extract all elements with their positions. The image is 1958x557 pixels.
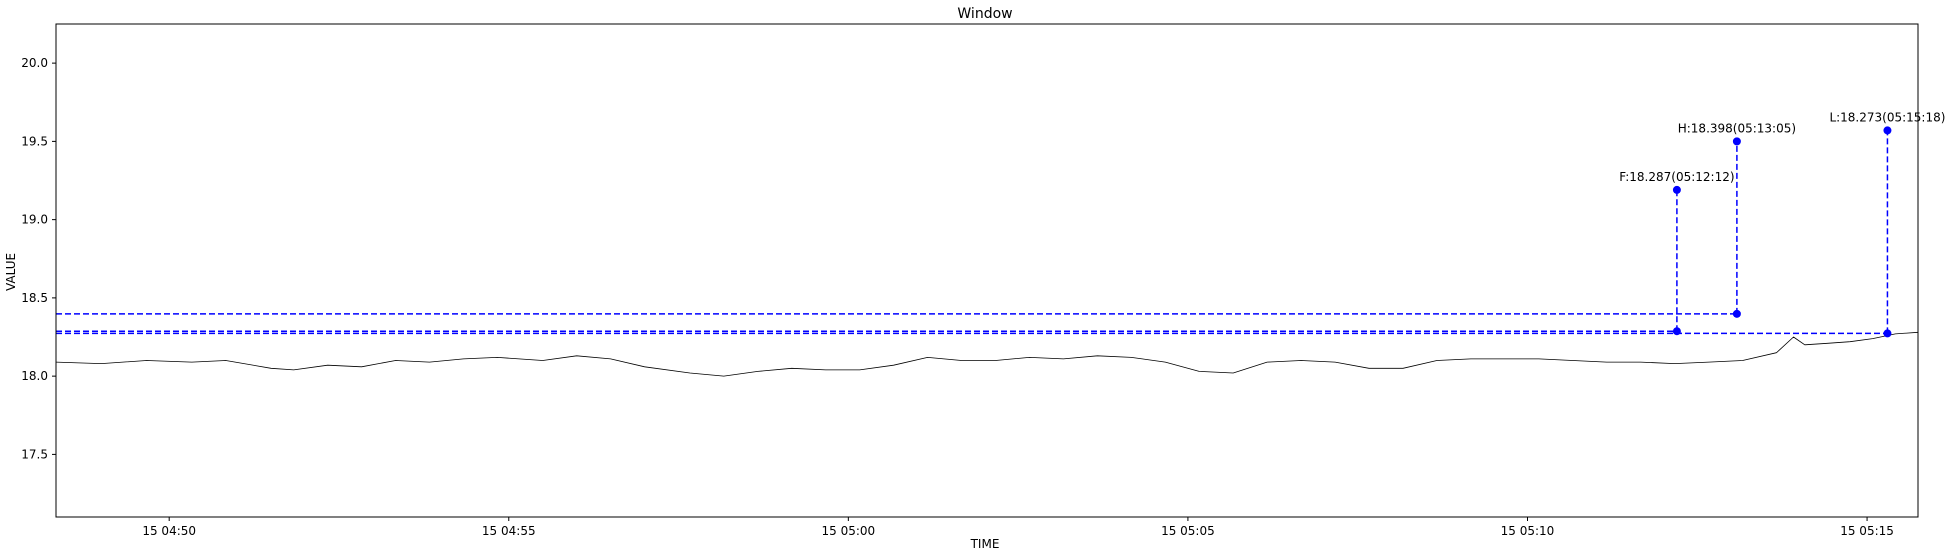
- marker-label: F:18.287(05:12:12): [1619, 170, 1734, 184]
- x-tick-label: 15 05:00: [822, 524, 876, 538]
- x-tick-label: 15 05:10: [1501, 524, 1555, 538]
- x-tick-label: 15 04:55: [482, 524, 536, 538]
- chart-title: Window: [957, 6, 1012, 22]
- x-axis-title: TIME: [970, 537, 1000, 551]
- x-tick-label: 15 05:05: [1161, 524, 1215, 538]
- y-tick-label: 20.0: [21, 56, 48, 70]
- marker-label: L:18.273(05:15:18): [1829, 110, 1945, 124]
- y-tick-label: 18.5: [21, 291, 48, 305]
- marker-point: [1732, 309, 1741, 318]
- marker-point: [1883, 329, 1892, 338]
- x-axis: 15 04:50 15 04:55 15 05:00 15 05:05 15 05:10…: [142, 517, 1894, 538]
- y-axis: 17.5 18.0 18.5 19.0 19.5 20.0: [21, 56, 56, 461]
- x-tick-label: 15 04:50: [142, 524, 196, 538]
- y-tick-label: 19.0: [21, 213, 48, 227]
- marker-label-dot: [1672, 185, 1681, 194]
- marker-label-dot: [1732, 137, 1741, 146]
- series-line: [55, 331, 1919, 377]
- y-tick-label: 17.5: [21, 447, 48, 461]
- plot-area: F:18.287(05:12:12) H:18.398(05:13:05) L:18…: [55, 110, 1945, 377]
- y-tick-label: 19.5: [21, 134, 48, 148]
- y-axis-title: VALUE: [4, 253, 18, 291]
- y-tick-label: 18.0: [21, 369, 48, 383]
- marker-label-dot: [1883, 126, 1892, 135]
- x-tick-label: 15 05:15: [1840, 524, 1894, 538]
- marker-label: H:18.398(05:13:05): [1678, 121, 1796, 135]
- plot-frame: [55, 23, 1919, 518]
